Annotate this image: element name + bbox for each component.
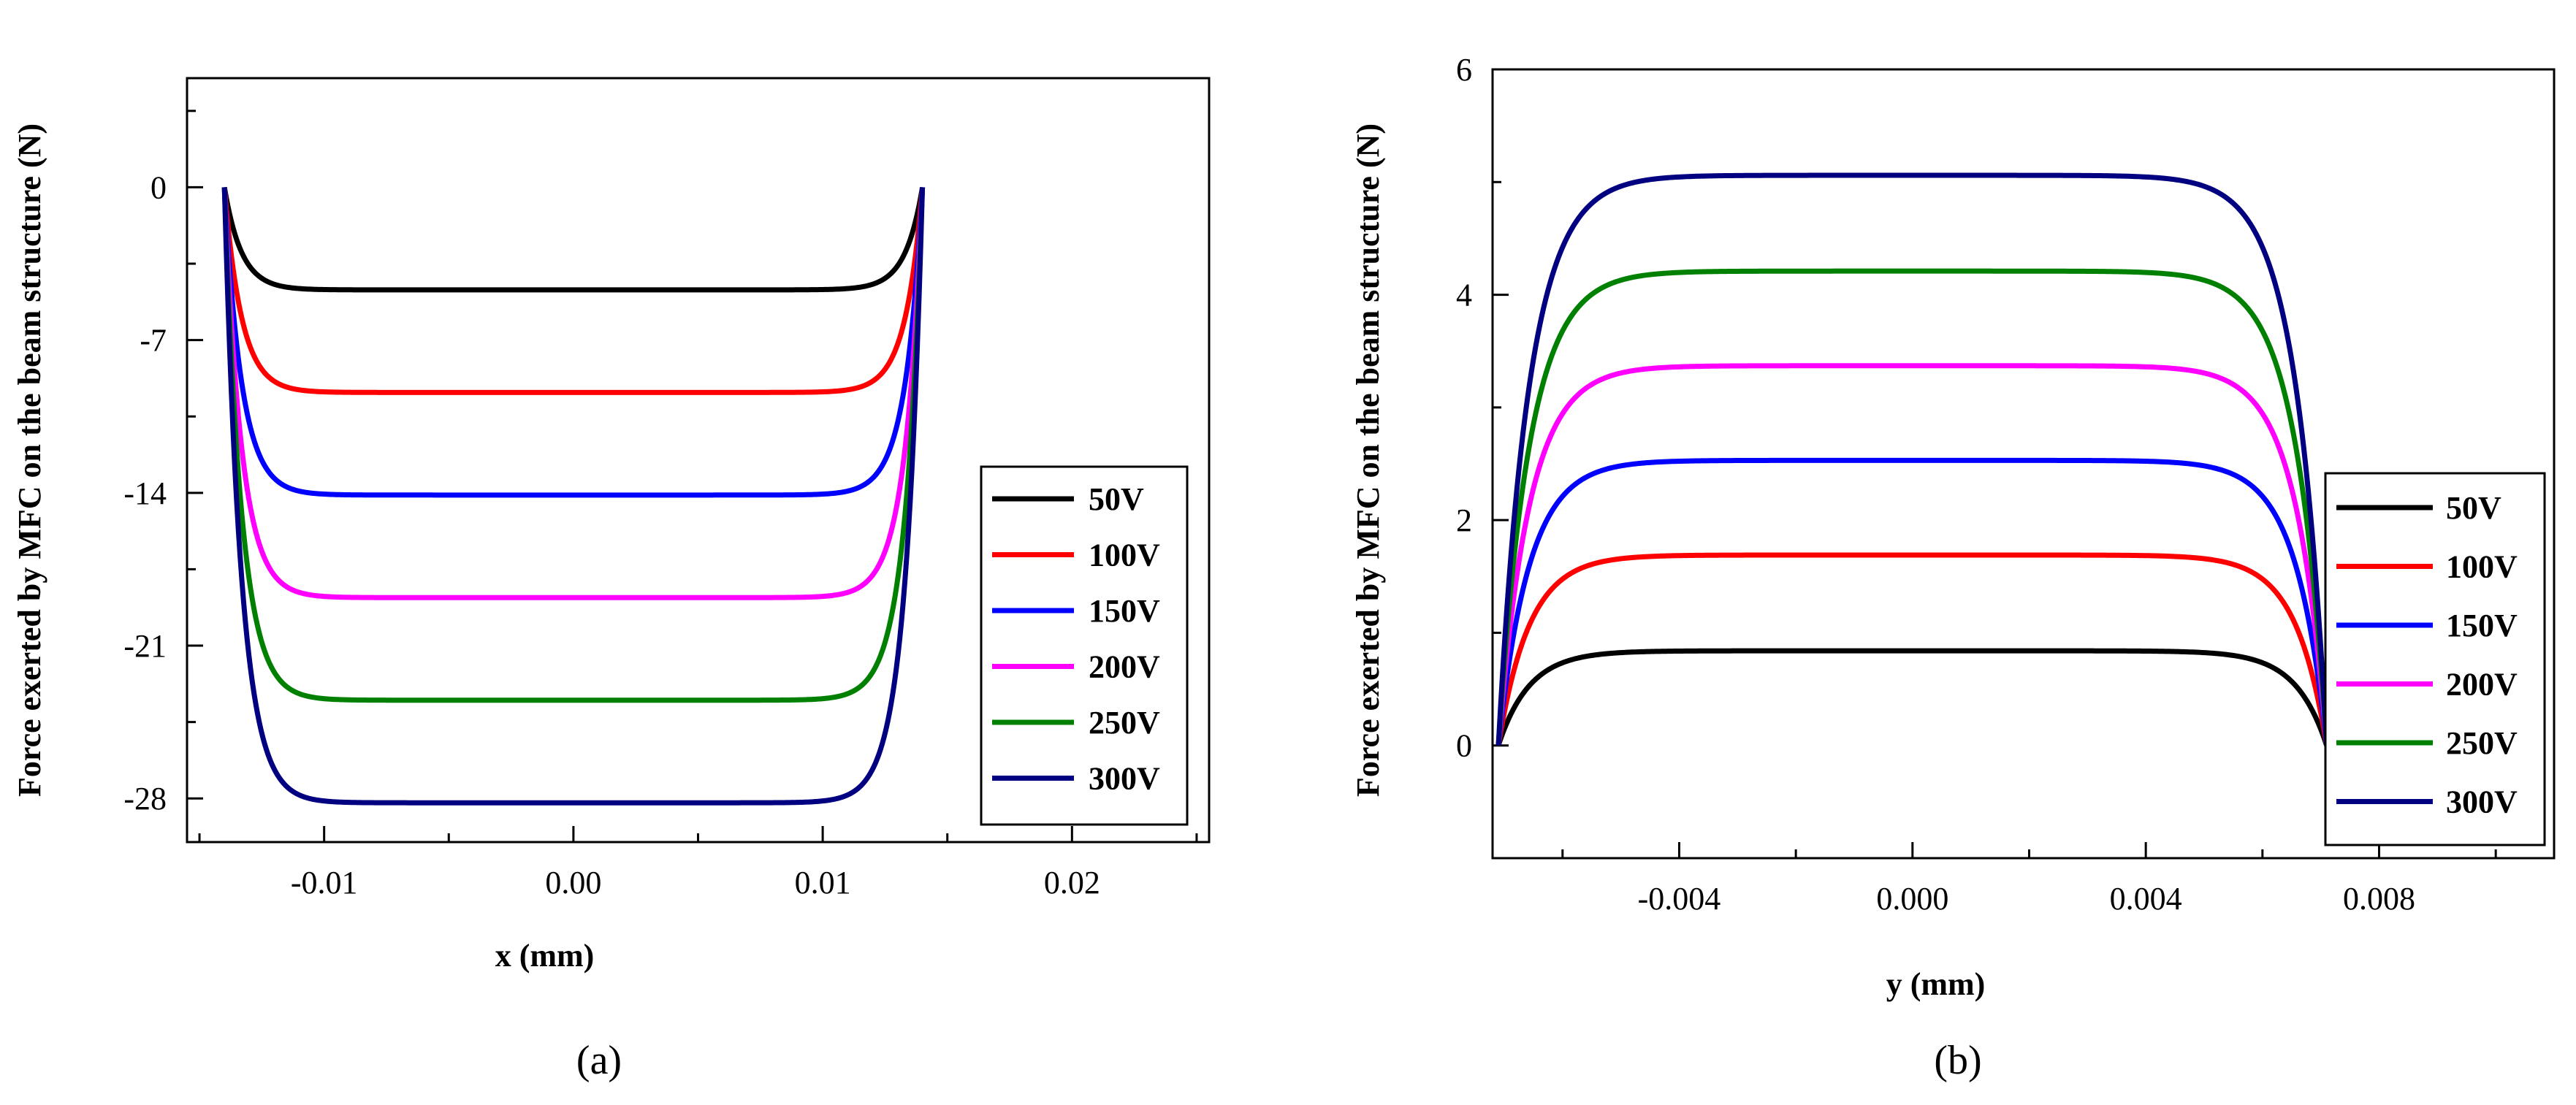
legend-label: 250V [1089,705,1160,741]
series-line-300V [1495,172,2330,746]
legend-label: 50V [2446,490,2501,526]
legend-label: 100V [2446,549,2518,585]
x-tick-label: 0.004 [2110,881,2182,917]
legend-label: 100V [1089,538,1160,573]
legend-label: 250V [2446,725,2518,761]
y-tick-label: -28 [123,781,167,817]
legend: 50V 100V 150V 200V 250V 300V [2324,472,2546,846]
y-tick-label: -14 [123,475,167,511]
legend-label: 300V [2446,784,2518,820]
x-tick-label: 0.01 [795,865,851,901]
legend-label: 150V [1089,593,1160,629]
series-line-150V [1495,457,2330,746]
x-tick-label: -0.01 [291,865,358,901]
series-line-300V [221,187,926,806]
y-tick-label: 6 [1456,52,1472,88]
x-axis-label: y (mm) [1886,966,1986,1002]
series-line-50V [1495,648,2329,746]
panel-label: (b) [1934,1038,1981,1083]
legend-label: 300V [1089,761,1160,797]
legend-label: 150V [2446,608,2518,643]
y-axis-label: Force exerted by MFC on the beam structu… [12,123,47,797]
y-tick-label: 4 [1456,278,1472,313]
plot-frame [1491,68,2556,860]
legend-box [2324,472,2546,846]
series-line-250V [1495,268,2330,746]
legend-label: 50V [1089,481,1144,517]
legend-label: 200V [2446,667,2518,703]
legend-box [980,465,1189,826]
series-line-100V [1495,552,2330,746]
series-line-100V [221,187,926,395]
series-line-50V [221,186,926,293]
series-line-250V [221,187,926,703]
y-tick-label: 2 [1456,502,1472,538]
y-tick-label: -7 [140,323,167,359]
series-line-200V [221,187,926,600]
y-tick-label: 0 [150,169,167,205]
x-tick-label: 0.000 [1876,881,1948,917]
x-tick-label: -0.004 [1638,881,1721,917]
chart-panel-b: -0.004 0.000 0.004 0.008 0 2 4 6 y (mm) Force exe… [1350,52,2556,1083]
y-axis-label: Force exerted by MFC on the beam structu… [1350,123,1386,797]
y-tick-label: -21 [123,628,167,664]
series-line-200V [1495,363,2330,746]
y-tick-label: 0 [1456,728,1472,764]
chart-panel-a: -0.01 0.00 0.01 0.02 0 -7 -14 -21 -28 x (mm) Force… [12,77,1211,1083]
x-axis-label: x (mm) [495,938,595,974]
legend-label: 200V [1089,649,1160,685]
x-tick-label: 0.008 [2343,881,2415,917]
series-line-150V [221,187,926,498]
panel-label: (a) [576,1038,622,1083]
x-tick-label: 0.02 [1044,865,1100,901]
legend: 50V 100V 150V 200V 250V 300V [980,465,1189,826]
x-tick-label: 0.00 [545,865,601,901]
